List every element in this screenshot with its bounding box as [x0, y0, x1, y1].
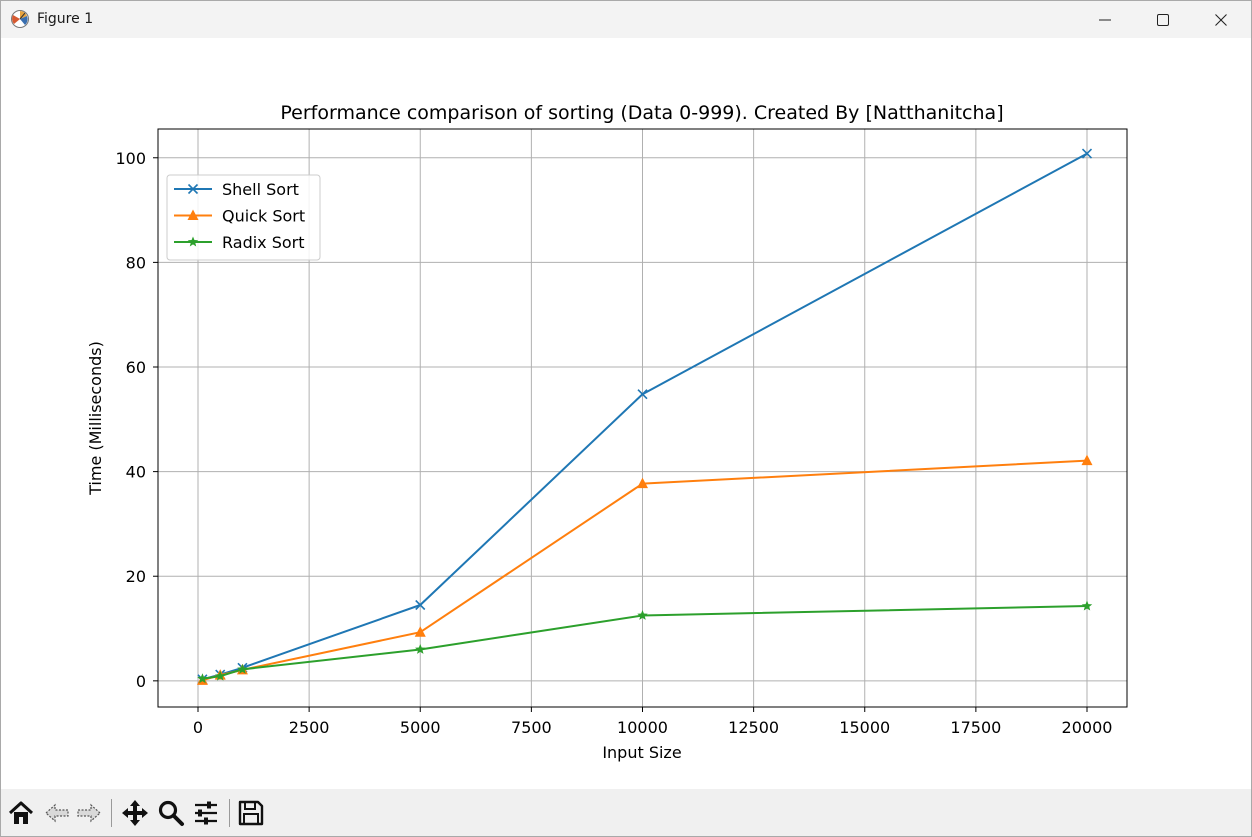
y-tick-label: 40: [126, 463, 146, 482]
configure-subplots-button[interactable]: [190, 797, 222, 829]
y-tick-label: 80: [126, 253, 146, 272]
y-tick-label: 60: [126, 358, 146, 377]
data-point: [1081, 148, 1093, 159]
close-icon: [1215, 13, 1227, 26]
x-tick-label: 12500: [728, 718, 779, 737]
legend: Shell Sort Quick Sort Radix Sort: [166, 174, 321, 261]
legend-marker: [187, 236, 199, 247]
back-arrow-icon: [45, 803, 69, 823]
data-point: [414, 626, 426, 637]
forward-button[interactable]: [73, 797, 105, 829]
close-button[interactable]: [1192, 1, 1250, 38]
y-axis-label: Time (Milliseconds): [86, 341, 105, 496]
x-tick-label: 15000: [839, 718, 890, 737]
legend-label: Shell Sort: [222, 180, 299, 199]
y-tick-label: 20: [126, 567, 146, 586]
forward-arrow-icon: [77, 803, 101, 823]
back-button[interactable]: [41, 797, 73, 829]
series-shell-sort: [197, 148, 1093, 685]
data-point: [197, 673, 208, 684]
maximize-button[interactable]: [1134, 1, 1192, 38]
data-point: [1081, 600, 1093, 611]
maximize-icon: [1157, 13, 1169, 26]
toolbar-separator: [229, 799, 230, 827]
configure-subplots-icon: [195, 801, 217, 825]
figure-canvas[interactable]: 0 2500 5000 7500 10000 12500 15000 17500 20000 0 2…: [1, 38, 1251, 789]
legend-box: [166, 174, 321, 261]
marker-stroke: [415, 599, 426, 611]
marker-stroke: [187, 183, 199, 195]
x-tick-label: 20000: [1062, 718, 1113, 737]
x-axis-label: Input Size: [602, 743, 681, 762]
series-lines: [196, 148, 1093, 685]
navigation-toolbar: [1, 789, 1251, 836]
save-button[interactable]: [235, 797, 267, 829]
data-point: [637, 389, 648, 400]
line-chart: 0 2500 5000 7500 10000 12500 15000 17500 20000 0 2…: [86, 102, 1128, 762]
data-point: [415, 599, 426, 611]
series-line: [202, 459, 1088, 682]
minimize-button[interactable]: [1076, 1, 1134, 38]
save-floppy-icon: [238, 800, 264, 826]
chart-title: Performance comparison of sorting (Data …: [280, 102, 1003, 124]
toolbar-separator: [111, 799, 112, 827]
y-tick-label: 0: [136, 672, 146, 691]
data-point: [415, 643, 426, 654]
legend-label: Radix Sort: [222, 233, 305, 252]
zoom-magnifier-icon: [158, 800, 184, 826]
x-tick-label: 7500: [511, 718, 552, 737]
pan-button[interactable]: [119, 797, 151, 829]
legend-item: Quick Sort: [174, 207, 305, 226]
legend-item: Shell Sort: [174, 180, 299, 199]
marker-stroke: [1081, 148, 1093, 159]
series-line: [202, 605, 1088, 680]
x-tick-label: 17500: [950, 718, 1001, 737]
legend-marker: [187, 209, 199, 220]
legend-label: Quick Sort: [222, 207, 305, 226]
series-line: [202, 152, 1088, 681]
data-point: [637, 477, 648, 489]
data-point: [237, 663, 248, 674]
x-tick-label: 2500: [289, 718, 330, 737]
data-point: [637, 609, 648, 620]
window-title: Figure 1: [37, 11, 94, 27]
legend-item: Radix Sort: [174, 233, 305, 252]
data-point: [1081, 454, 1093, 466]
home-button[interactable]: [5, 797, 37, 829]
pan-move-icon: [122, 800, 148, 826]
x-tick-label: 5000: [400, 718, 441, 737]
x-tick-label: 0: [193, 718, 203, 737]
marker-stroke: [637, 389, 648, 400]
ticks: 0 2500 5000 7500 10000 12500 15000 17500 20000 0 2…: [115, 149, 1112, 737]
legend-marker: [187, 183, 199, 195]
zoom-button[interactable]: [155, 797, 187, 829]
minimize-icon: [1099, 19, 1111, 20]
y-tick-label: 100: [115, 149, 146, 168]
home-icon: [8, 801, 34, 824]
series-radix-sort: [197, 600, 1093, 684]
data-point: [215, 670, 226, 681]
title-bar[interactable]: Figure 1: [1, 1, 1251, 38]
app-icon: [10, 9, 30, 29]
series-quick-sort: [196, 454, 1093, 685]
x-tick-label: 10000: [617, 718, 668, 737]
